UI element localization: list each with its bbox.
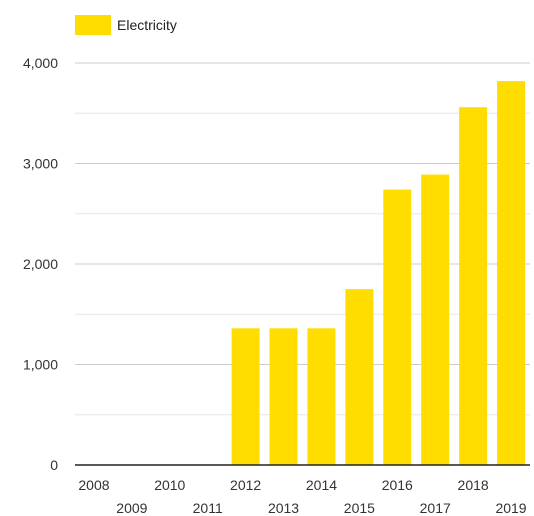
x-tick-label: 2018 [458, 477, 489, 493]
x-axis-tick-labels: 2008 2009 2010 2011 2012 2013 2014 2015 2016 2017… [78, 477, 526, 516]
bar-2019 [497, 81, 526, 465]
x-tick-label: 2012 [230, 477, 261, 493]
bars [231, 81, 526, 465]
x-tick-label: 2014 [306, 477, 337, 493]
x-tick-label: 2009 [116, 500, 147, 516]
grid-lines [75, 62, 530, 416]
legend: Electricity [75, 15, 177, 35]
bar-2018 [459, 107, 488, 465]
x-tick-label: 2015 [344, 500, 375, 516]
y-tick-label: 1,000 [23, 357, 58, 373]
x-tick-label: 2010 [154, 477, 185, 493]
x-tick-label: 2017 [420, 500, 451, 516]
y-tick-label: 3,000 [23, 156, 58, 172]
bar-2016 [383, 189, 412, 465]
y-axis-tick-labels: 0 1,000 2,000 3,000 4,000 [23, 55, 58, 473]
bar-2015 [345, 289, 374, 465]
y-tick-label: 2,000 [23, 256, 58, 272]
x-tick-label: 2013 [268, 500, 299, 516]
x-tick-label: 2016 [382, 477, 413, 493]
bar-2012 [231, 328, 260, 465]
y-tick-label: 0 [50, 457, 58, 473]
x-tick-label: 2011 [193, 500, 223, 516]
bar-2017 [421, 174, 450, 465]
legend-swatch [75, 15, 111, 35]
bar-2014 [307, 328, 336, 465]
x-tick-label: 2019 [495, 500, 526, 516]
x-tick-label: 2008 [78, 477, 109, 493]
legend-label-electricity: Electricity [117, 17, 177, 33]
y-tick-label: 4,000 [23, 55, 58, 71]
bar-2013 [269, 328, 298, 465]
